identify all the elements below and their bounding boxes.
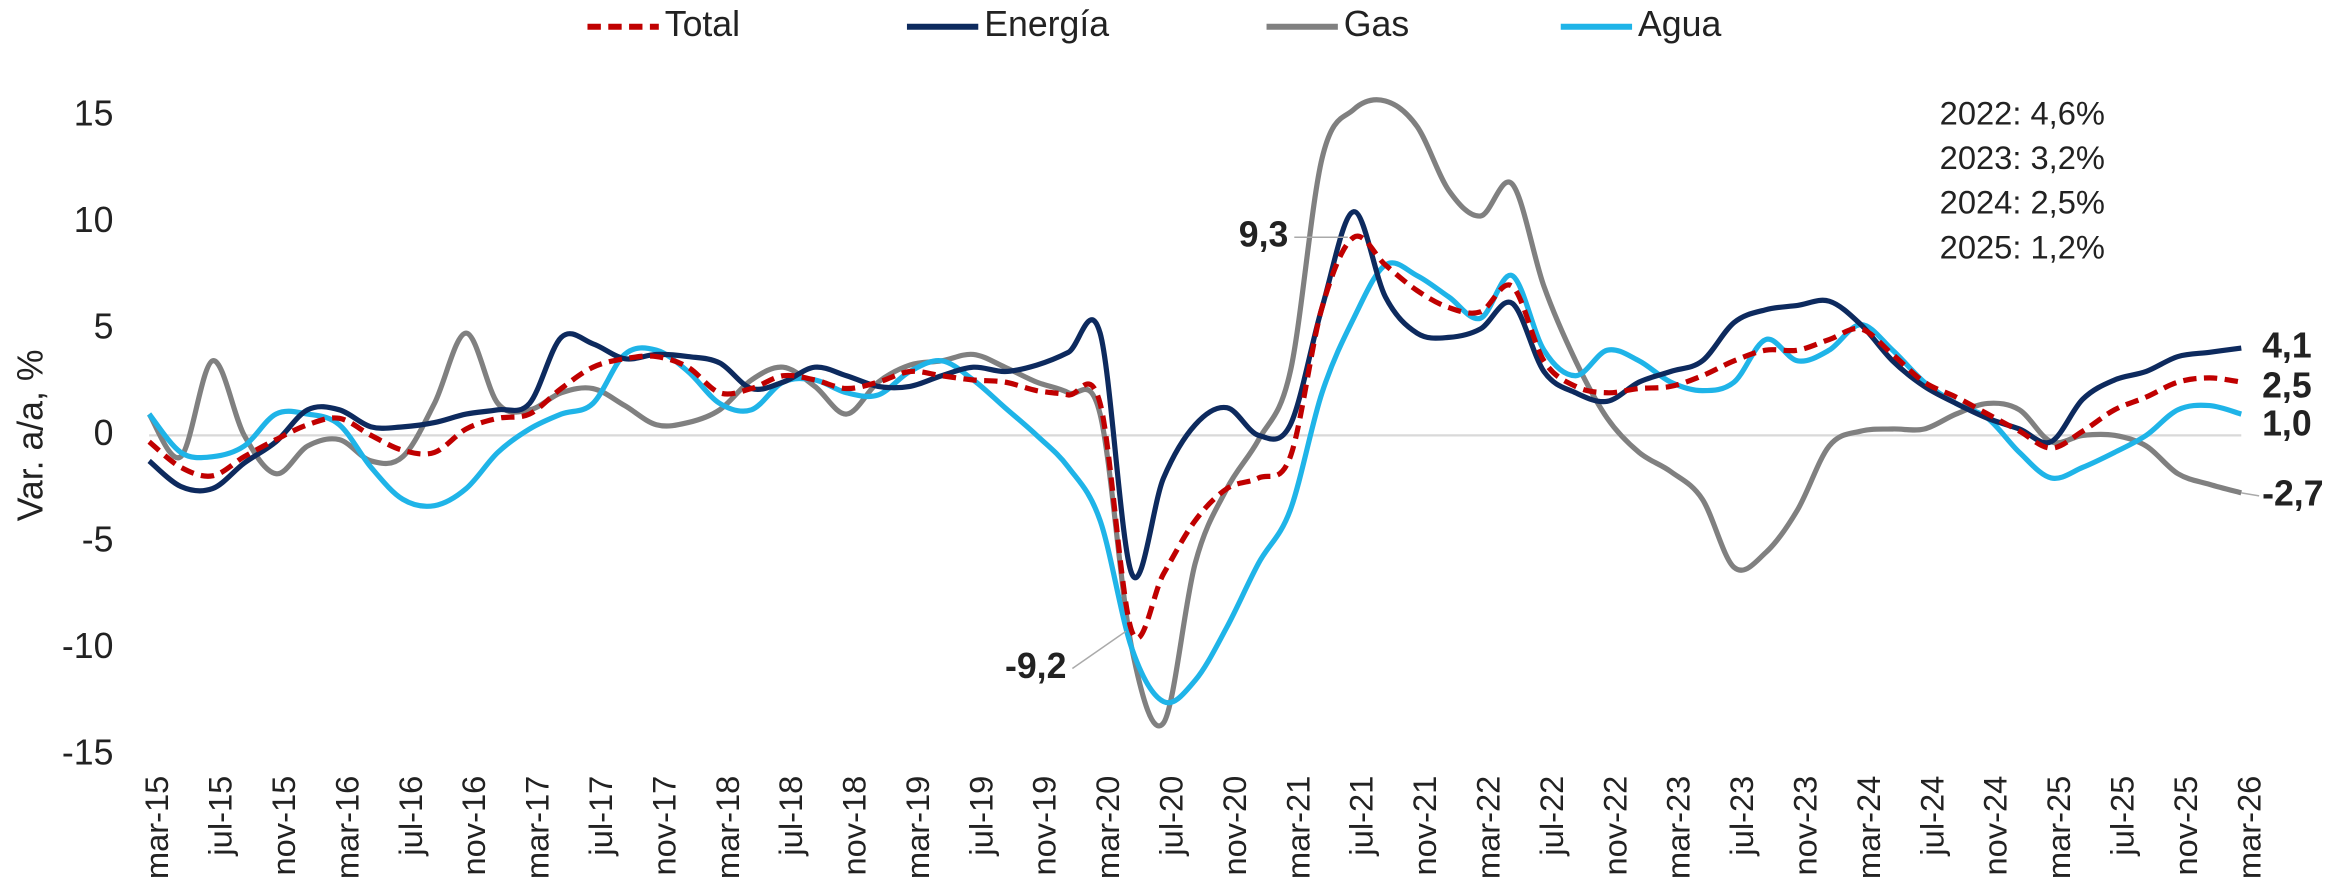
annotation: 2024: 2,5%: [1940, 184, 2105, 221]
x-tick-label: mar-20: [1089, 776, 1126, 879]
data-label: 2,5: [2262, 365, 2312, 405]
legend-label: Energía: [984, 4, 1109, 44]
annotation: 2023: 3,2%: [1940, 139, 2105, 176]
x-tick-label: mar-16: [328, 776, 365, 879]
leader-line: [1071, 630, 1127, 670]
legend-label: Total: [665, 4, 740, 44]
x-tick-label: mar-19: [899, 776, 936, 880]
data-label: -2,7: [2262, 473, 2323, 513]
x-tick-label: nov-15: [265, 776, 302, 876]
legend-label: Gas: [1344, 4, 1409, 44]
series-line: [147, 260, 2243, 706]
data-label: -9,2: [1005, 646, 1066, 686]
data-label: 1,0: [2262, 403, 2312, 443]
x-tick-label: nov-20: [1216, 776, 1253, 876]
y-tick-label: -5: [82, 519, 114, 559]
x-tick-label: mar-26: [2230, 776, 2267, 879]
legend-label: Agua: [1638, 4, 1721, 44]
x-tick-label: nov-19: [1026, 776, 1063, 876]
x-tick-label: mar-17: [519, 776, 556, 879]
x-tick-label: jul-17: [582, 776, 619, 857]
x-tick-label: mar-18: [709, 776, 746, 879]
y-tick-label: 5: [94, 306, 114, 346]
x-tick-label: mar-24: [1850, 776, 1887, 879]
x-tick-label: mar-23: [1660, 776, 1697, 879]
x-tick-label: jul-24: [1913, 776, 1950, 857]
y-tick-label: 15: [74, 93, 114, 133]
x-tick-label: nov-23: [1787, 776, 1824, 876]
x-tick-label: nov-25: [2167, 776, 2204, 876]
annotation: 2022: 4,6%: [1940, 95, 2105, 132]
x-tick-label: nov-22: [1596, 776, 1633, 876]
annotation: 2025: 1,2%: [1940, 228, 2105, 265]
x-tick-label: nov-17: [645, 776, 682, 876]
y-axis-label: Var. a/a, %: [11, 349, 51, 521]
series-line: [146, 97, 2242, 729]
data-label: 9,3: [1239, 215, 1289, 255]
y-tick-label: -10: [62, 626, 114, 666]
x-tick-label: jul-15: [202, 776, 239, 857]
y-tick-label: -15: [62, 732, 114, 772]
x-tick-label: jul-23: [1723, 776, 1760, 857]
x-tick-label: nov-18: [836, 776, 873, 876]
x-tick-label: jul-21: [1343, 776, 1380, 857]
y-tick-label: 0: [94, 413, 114, 453]
x-tick-label: mar-21: [1279, 776, 1316, 880]
x-tick-label: mar-22: [1470, 776, 1507, 880]
x-tick-label: nov-21: [1406, 776, 1443, 876]
x-tick-label: jul-18: [772, 776, 809, 857]
leader-line: [2241, 492, 2260, 497]
series-line: [147, 209, 2242, 580]
x-tick-label: jul-16: [392, 776, 429, 857]
x-tick-label: jul-22: [1533, 776, 1570, 857]
y-tick-label: 10: [74, 200, 114, 240]
x-tick-label: jul-25: [2104, 776, 2141, 857]
x-tick-label: jul-20: [1153, 776, 1190, 857]
x-tick-label: mar-25: [2040, 776, 2077, 879]
x-tick-label: mar-15: [138, 776, 175, 879]
series-line: [147, 233, 2242, 641]
x-tick-label: jul-19: [962, 776, 999, 857]
x-tick-label: nov-24: [1977, 776, 2014, 876]
data-label: 4,1: [2262, 325, 2312, 365]
x-tick-label: nov-16: [455, 776, 492, 876]
